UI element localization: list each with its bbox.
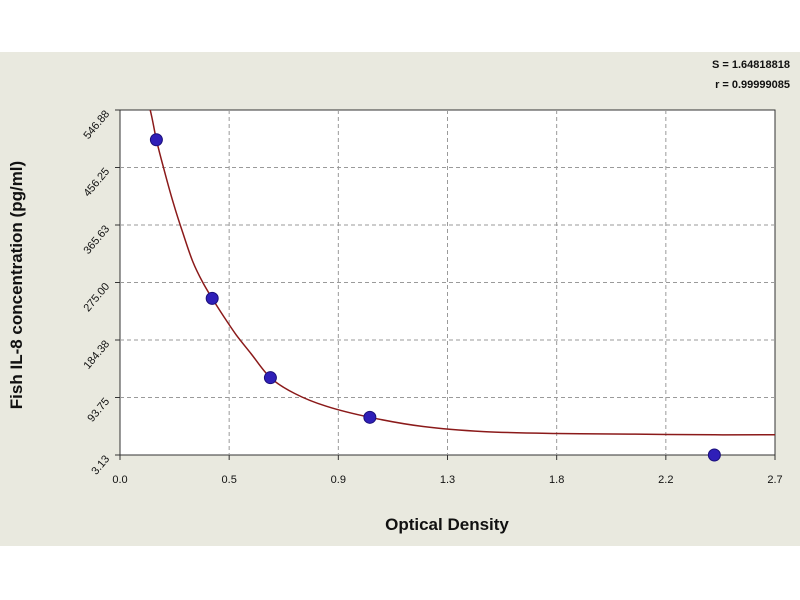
x-tick-label: 1.8 xyxy=(549,474,564,486)
data-point xyxy=(363,410,377,424)
y-tick-label: 93.75 xyxy=(85,396,112,425)
data-point xyxy=(205,291,219,305)
y-tick-label: 3.13 xyxy=(89,453,112,477)
stat-r-annotation: r = 0.99999085 xyxy=(715,79,790,91)
data-point xyxy=(149,133,163,147)
stat-s-annotation: S = 1.64818818 xyxy=(712,59,790,71)
y-tick-label: 546.88 xyxy=(81,108,112,141)
data-points xyxy=(149,133,721,462)
curve-group xyxy=(149,110,775,436)
y-axis-title: Fish IL-8 concentration (pg/ml) xyxy=(7,161,26,409)
x-tick-label: 2.2 xyxy=(658,474,673,486)
data-point xyxy=(263,371,277,385)
x-tick-label: 0.5 xyxy=(222,474,237,486)
x-axis-ticks: 0.0 0.5 0.9 1.3 1.8 2.2 2.7 xyxy=(112,455,783,486)
fitted-curve xyxy=(149,110,775,436)
grid xyxy=(120,110,775,455)
data-point xyxy=(707,448,721,462)
y-tick-label: 275.00 xyxy=(81,281,112,314)
y-tick-label: 184.38 xyxy=(81,338,112,371)
y-tick-label: 456.25 xyxy=(81,166,112,199)
x-tick-label: 1.3 xyxy=(440,474,455,486)
x-tick-label: 2.7 xyxy=(767,474,782,486)
y-tick-label: 365.63 xyxy=(81,223,112,256)
x-axis-title: Optical Density xyxy=(385,515,509,534)
x-tick-label: 0.0 xyxy=(112,474,127,486)
y-axis-ticks: 3.13 93.75 184.38 275.00 365.63 456.25 546.88 xyxy=(81,108,120,477)
x-tick-label: 0.9 xyxy=(331,474,346,486)
